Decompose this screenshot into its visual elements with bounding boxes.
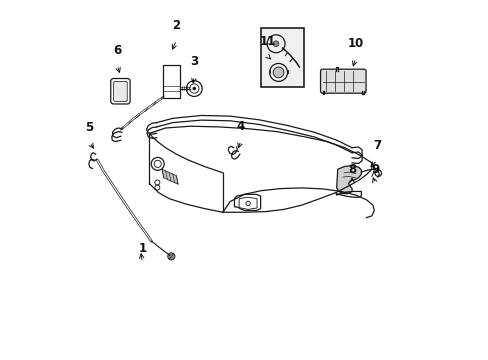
Circle shape xyxy=(273,67,284,78)
Text: 7: 7 xyxy=(372,139,381,152)
Polygon shape xyxy=(162,169,178,184)
Text: 11: 11 xyxy=(259,35,275,48)
Text: 6: 6 xyxy=(113,44,121,57)
Text: 1: 1 xyxy=(138,242,146,255)
Text: 4: 4 xyxy=(236,120,244,133)
FancyBboxPatch shape xyxy=(320,69,366,93)
Text: 10: 10 xyxy=(347,37,363,50)
Polygon shape xyxy=(336,166,361,194)
Text: 3: 3 xyxy=(190,55,198,68)
FancyBboxPatch shape xyxy=(113,81,127,102)
Circle shape xyxy=(273,41,278,46)
Circle shape xyxy=(167,253,175,260)
Text: 8: 8 xyxy=(347,163,355,176)
Text: 5: 5 xyxy=(85,121,94,134)
Bar xyxy=(163,65,180,98)
Text: 2: 2 xyxy=(172,19,180,32)
Circle shape xyxy=(192,87,196,90)
Bar xyxy=(260,28,303,87)
Text: 9: 9 xyxy=(370,163,379,176)
